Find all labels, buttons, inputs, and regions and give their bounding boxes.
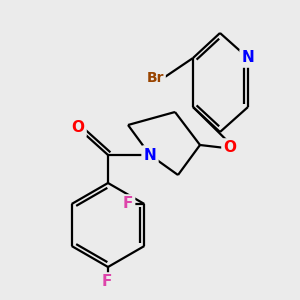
Text: N: N: [242, 50, 254, 65]
Text: O: O: [224, 140, 236, 155]
Text: Br: Br: [146, 71, 164, 85]
Text: O: O: [71, 121, 85, 136]
Text: F: F: [101, 274, 112, 290]
Text: N: N: [144, 148, 156, 163]
Text: F: F: [123, 196, 133, 211]
